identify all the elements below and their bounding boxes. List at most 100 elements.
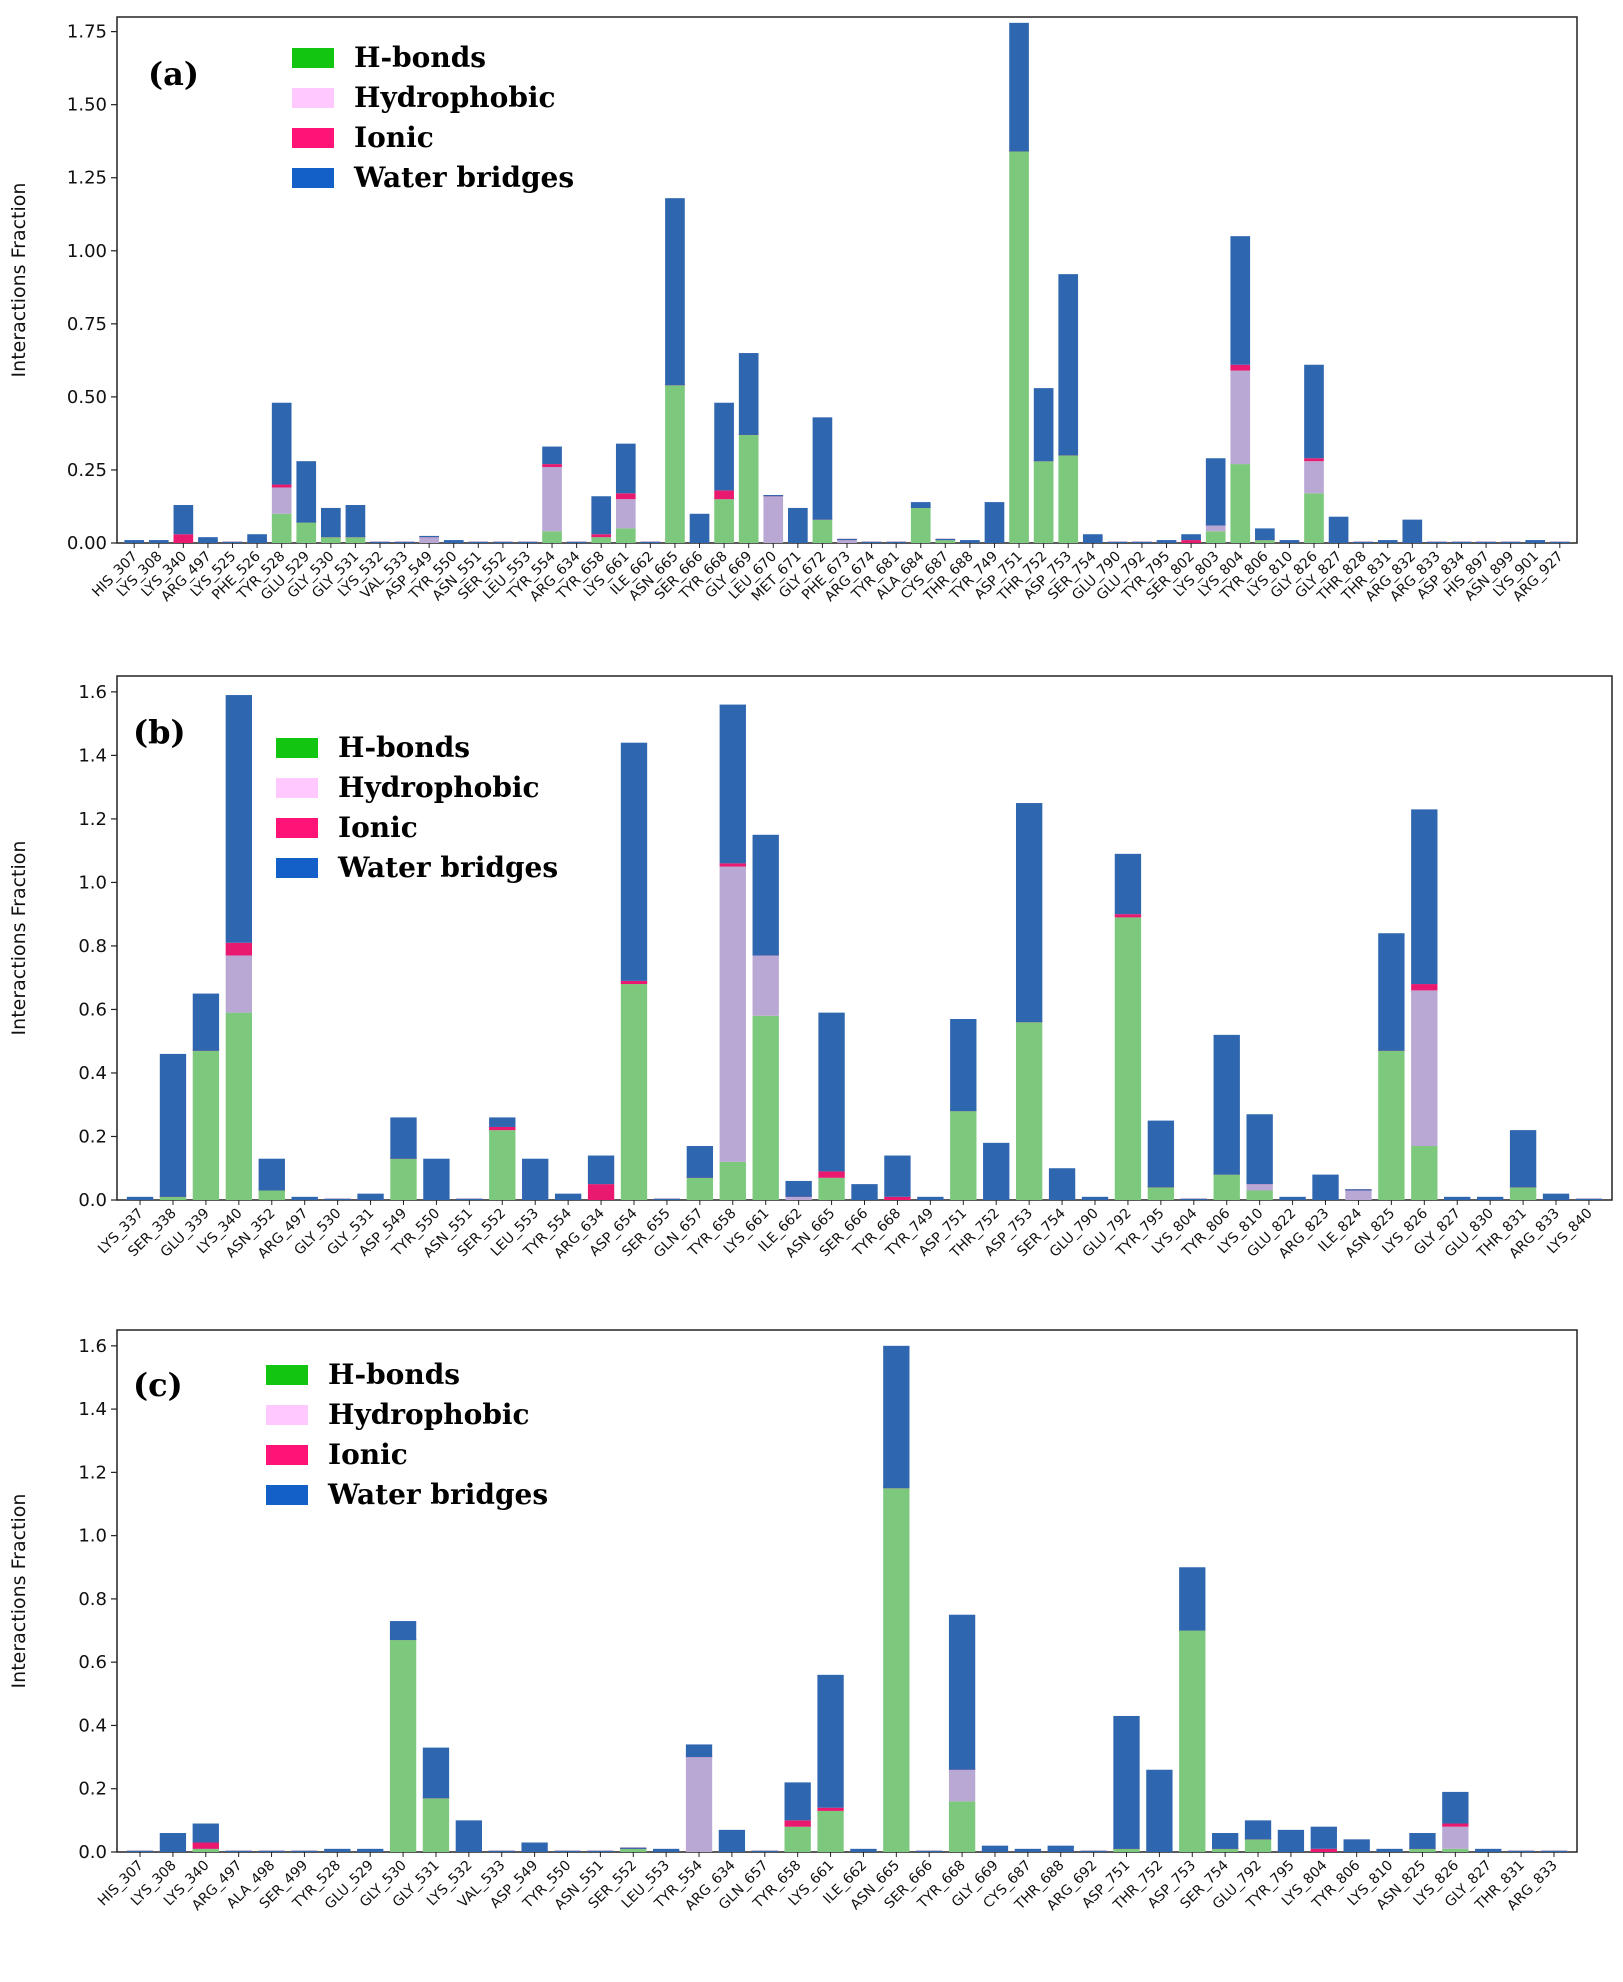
bar-water-THR_831	[1377, 540, 1398, 543]
bar-water-ARG_927	[1549, 541, 1570, 543]
bar-water-ARG_497	[291, 1196, 318, 1200]
legend-label-ionic: Ionic	[354, 121, 434, 154]
bar-hydrophobic-GLY_826	[1304, 461, 1324, 494]
bar-water-TYR_554	[685, 1744, 713, 1758]
bar-water-LYS_826	[1411, 809, 1438, 985]
bar-water-LYS_810	[1376, 1848, 1403, 1852]
bar-water-GLN_657	[751, 1850, 778, 1852]
bar-water-GLY_531	[357, 1193, 384, 1200]
bar-hbonds-ASP_753	[1179, 1630, 1206, 1852]
bar-hbonds-TYR_554	[542, 531, 562, 543]
bar-water-GLU_529	[357, 1848, 384, 1852]
bar-hbonds-ASN_825	[1409, 1848, 1436, 1852]
bar-water-ASP_834	[1451, 541, 1472, 543]
legend-swatch-hbonds	[292, 48, 334, 68]
bar-hbonds-LYS_661	[615, 528, 636, 543]
bar-water-GLY_826	[1304, 364, 1324, 459]
bar-hbonds-TYR_658	[784, 1826, 811, 1852]
legend-label-water: Water bridges	[327, 1478, 548, 1511]
y-tick-label: 0.25	[67, 460, 107, 481]
bar-water-LEU_553	[517, 541, 538, 543]
bar-water-THR_752	[1033, 388, 1054, 462]
legend-swatch-hbonds	[266, 1365, 308, 1385]
bar-hbonds-ASN_665	[818, 1177, 845, 1200]
bar-water-THR_752	[983, 1142, 1010, 1200]
bar-water-SER_552	[489, 1117, 516, 1127]
y-tick-label: 0.6	[78, 1652, 107, 1673]
bar-hbonds-LYS_826	[1442, 1848, 1469, 1852]
bar-hbonds-LYS_804	[1230, 464, 1251, 543]
bar-hbonds-ASN_352	[258, 1190, 285, 1200]
bar-water-TYR_658	[784, 1782, 811, 1821]
bar-water-GLY_669	[738, 353, 759, 435]
panel-label: (a)	[148, 55, 199, 93]
bar-water-GLY_827	[1475, 1848, 1502, 1852]
bar-hbonds-SER_338	[159, 1196, 187, 1200]
legend-label-water: Water bridges	[353, 161, 574, 194]
bar-ionic-TYR_658	[591, 534, 612, 538]
bar-water-CYS_687	[1014, 1848, 1042, 1852]
bar-hydrophobic-ILE_824	[1345, 1190, 1372, 1200]
bar-hbonds-ASP_753	[1015, 1022, 1043, 1200]
bar-hbonds-TYR_795	[1147, 1187, 1175, 1200]
bar-hbonds-LYS_803	[1205, 531, 1226, 543]
bar-water-GLU_792	[1132, 541, 1152, 543]
bar-ionic-TYR_554	[542, 464, 562, 468]
y-tick-label: 0.6	[78, 999, 107, 1020]
bar-hbonds-ASP_654	[620, 984, 648, 1200]
bar-water-ARG_634	[587, 1155, 615, 1185]
bar-ionic-GLY_826	[1304, 458, 1324, 462]
panel-label: (c)	[133, 1366, 183, 1404]
bar-water-LEU_553	[522, 1158, 549, 1200]
bar-water-GLU_529	[296, 461, 317, 523]
chart-panel-2: 0.0 0.2 0.4 0.6 0.8 1.0 1.2 1.4 1.6 Interactions …	[8, 1329, 1578, 1914]
bar-water-ASN_551	[456, 1198, 483, 1200]
bar-water-GLU_790	[1081, 1196, 1109, 1200]
y-tick-label: 0.8	[78, 936, 107, 957]
bar-hydrophobic-PHE_673	[837, 540, 857, 543]
bar-water-THR_831	[1509, 1130, 1537, 1188]
bar-hbonds-GLU_339	[192, 1050, 220, 1200]
bar-water-LYS_340	[192, 1823, 219, 1843]
bar-water-ASP_751	[1009, 22, 1029, 152]
bar-water-TYR_550	[423, 1158, 450, 1200]
bar-water-ALA_498	[258, 1850, 285, 1852]
y-tick-label: 1.00	[67, 241, 107, 262]
bar-water-TYR_550	[443, 540, 464, 543]
bar-water-LYS_532	[455, 1820, 482, 1852]
bar-water-ASN_825	[1409, 1833, 1436, 1849]
legend-swatch-hydrophobic	[266, 1405, 308, 1425]
legend-swatch-hbonds	[276, 738, 318, 758]
bar-water-LYS_804	[1180, 1198, 1207, 1200]
bar-hydrophobic-LEU_670	[763, 496, 784, 543]
bar-hydrophobic-TYR_554	[685, 1757, 713, 1852]
bar-ionic-LYS_804	[1310, 1848, 1337, 1852]
bar-water-THR_831	[1507, 1850, 1535, 1852]
bar-hbonds-ASN_665	[665, 385, 685, 543]
bar-ionic-ASN_665	[818, 1171, 845, 1178]
bar-hbonds-CYS_687	[935, 540, 956, 543]
bar-ionic-LYS_340	[225, 942, 253, 956]
bar-ionic-TYR_658	[784, 1820, 811, 1827]
bar-water-ARG_497	[198, 537, 218, 543]
bar-hbonds-GLU_529	[296, 522, 317, 543]
bar-hbonds-TYR_668	[714, 499, 734, 543]
bar-ionic-ARG_634	[587, 1184, 615, 1200]
bar-hbonds-THR_831	[1509, 1187, 1537, 1200]
bar-water-GLY_531	[345, 505, 366, 538]
bar-water-GLU_830	[1476, 1196, 1504, 1200]
bar-water-GLY_530	[324, 1198, 351, 1200]
bar-ionic-ASP_654	[620, 980, 648, 985]
bar-water-SER_666	[851, 1184, 878, 1200]
bar-water-HIS_307	[126, 1850, 154, 1852]
bar-water-ASN_352	[258, 1158, 285, 1191]
bar-water-TYR_668	[884, 1155, 911, 1197]
bar-hbonds-SER_552	[620, 1848, 647, 1852]
bar-hbonds-TYR_806	[1213, 1174, 1240, 1200]
bar-water-HIS_307	[124, 540, 145, 543]
y-tick-label: 1.2	[78, 1462, 107, 1483]
y-tick-label: 1.0	[78, 1526, 107, 1547]
bar-water-LYS_661	[817, 1674, 844, 1808]
bar-water-LYS_308	[159, 1833, 187, 1852]
